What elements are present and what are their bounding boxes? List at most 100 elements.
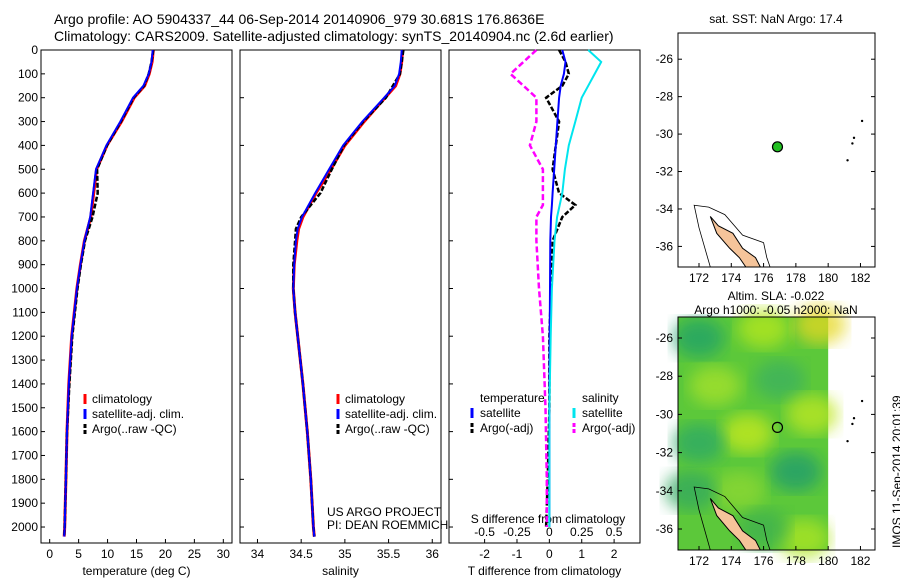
lat-tick-label: -34: [656, 202, 674, 216]
x-tick-label: 2: [611, 547, 618, 561]
x-tick-label: 0: [46, 547, 53, 561]
argo-float-marker: [771, 421, 784, 433]
kermadec-island: [846, 159, 849, 162]
map-frame: [677, 316, 876, 551]
sla-anomaly-patch: [689, 365, 742, 406]
kermadec-island: [852, 417, 856, 420]
x-tick-label: 35.5: [377, 547, 401, 561]
x-tick-label: 34.5: [289, 547, 313, 561]
isobath-contour: [693, 204, 771, 268]
plot-frame-difference: [448, 49, 641, 544]
lat-tick-label: -28: [656, 90, 674, 104]
y-tick-label: 100: [18, 67, 38, 81]
x-tick-label: 34: [251, 547, 265, 561]
y-tick-label: 1100: [12, 305, 38, 319]
sla-map-title-2: Argo h1000: -0.05 h2000: NaN: [694, 303, 857, 317]
north-island-land: [709, 216, 762, 268]
y-tick-label: 300: [18, 115, 38, 129]
y-tick-label: 1200: [11, 329, 38, 343]
x2-tick-label: 0.25: [570, 525, 594, 539]
lon-tick-label: 172: [689, 271, 709, 285]
series-satellite: [63, 49, 154, 537]
legend-label: Argo(-adj): [582, 421, 635, 435]
map-frame: [677, 32, 876, 268]
lon-tick-label: 176: [754, 271, 774, 285]
y-tick-label: 1900: [11, 496, 38, 510]
sla-map-title-1: Altim. SLA: -0.022: [728, 289, 825, 303]
series-s-satellite: [548, 49, 603, 527]
x2-tick-label: -0.5: [474, 525, 495, 539]
x-tick-label: 30: [217, 547, 231, 561]
sla-anomaly-patch: [721, 413, 774, 454]
lat-tick-label: -36: [656, 522, 674, 536]
legend-label: climatology: [345, 392, 405, 406]
lon-tick-label: 182: [850, 554, 870, 568]
kermadec-island: [860, 119, 864, 123]
sst-map-title: sat. SST: NaN Argo: 17.4: [709, 12, 843, 26]
sla-anomaly-patch: [672, 423, 725, 464]
sla-anomaly-patch: [672, 318, 725, 359]
lat-tick-label: -34: [656, 484, 674, 498]
lon-tick-label: 178: [786, 271, 806, 285]
sla-anomaly-patch: [777, 518, 830, 559]
lon-tick-label: 182: [850, 271, 870, 285]
legend-label: satellite-adj. clim.: [92, 407, 184, 421]
lat-tick-label: -26: [656, 331, 674, 345]
sla-anomaly-patch: [769, 451, 822, 492]
x2-tick-label: 0.5: [606, 525, 623, 539]
y-tick-label: 2000: [11, 520, 38, 534]
y-tick-label: 0: [31, 43, 38, 57]
x-tick-label: 5: [75, 547, 82, 561]
plot-frame-salinity: [239, 49, 442, 544]
lat-tick-label: -36: [656, 239, 674, 253]
legend-label: satellite: [480, 406, 521, 420]
title-line-1: Argo profile: AO 5904337_44 06-Sep-2014 …: [54, 11, 545, 27]
y-tick-label: 200: [18, 91, 38, 105]
legend-heading: salinity: [582, 391, 619, 405]
lon-tick-label: 174: [721, 271, 741, 285]
lon-tick-label: 176: [754, 554, 774, 568]
x-tick-label: 1: [578, 547, 585, 561]
plot-frame-temperature: [40, 49, 233, 544]
legend-heading: temperature: [480, 391, 545, 405]
x-axis-label: temperature (deg C): [82, 564, 190, 578]
legend-label: satellite-adj. clim.: [345, 407, 437, 421]
y-tick-label: 1700: [11, 448, 38, 462]
lon-tick-label: 180: [818, 271, 838, 285]
y-tick-label: 1400: [11, 377, 38, 391]
series-s-argo: [508, 49, 549, 527]
x-axis-label: salinity: [322, 564, 359, 578]
x-tick-label: 10: [101, 547, 115, 561]
sla-anomaly-patch: [753, 360, 806, 401]
sla-anomaly-patch: [737, 308, 790, 349]
y-tick-label: 700: [18, 210, 38, 224]
y-tick-label: 1800: [11, 472, 38, 486]
credit-line-2: PI: DEAN ROEMMICH: [327, 518, 449, 532]
lat-tick-label: -30: [656, 407, 674, 421]
isobath-contour: [693, 486, 771, 551]
kermadec-island: [851, 422, 854, 426]
kermadec-island: [860, 399, 864, 403]
kermadec-island: [852, 136, 856, 140]
imos-timestamp: IMOS 11-Sep-2014 20:01:39: [890, 395, 900, 548]
credit-line-1: US ARGO PROJECT: [327, 505, 442, 519]
x-tick-label: 36: [426, 547, 440, 561]
x-tick-label: 20: [159, 547, 173, 561]
x-tick-label: 15: [130, 547, 144, 561]
kermadec-island: [851, 142, 854, 145]
legend-label: Argo(..raw -QC): [345, 422, 430, 436]
y-tick-label: 800: [18, 234, 38, 248]
lon-tick-label: 178: [786, 554, 806, 568]
y-tick-label: 600: [18, 186, 38, 200]
y-tick-label: 1500: [11, 401, 38, 415]
legend-label: Argo(..raw -QC): [92, 422, 177, 436]
y-tick-label: 1000: [11, 282, 38, 296]
y-tick-label: 500: [18, 162, 38, 176]
lat-tick-label: -32: [656, 446, 674, 460]
lon-tick-label: 180: [818, 554, 838, 568]
lon-tick-label: 174: [721, 554, 741, 568]
kermadec-island: [846, 439, 849, 443]
y-tick-label: 900: [18, 258, 38, 272]
